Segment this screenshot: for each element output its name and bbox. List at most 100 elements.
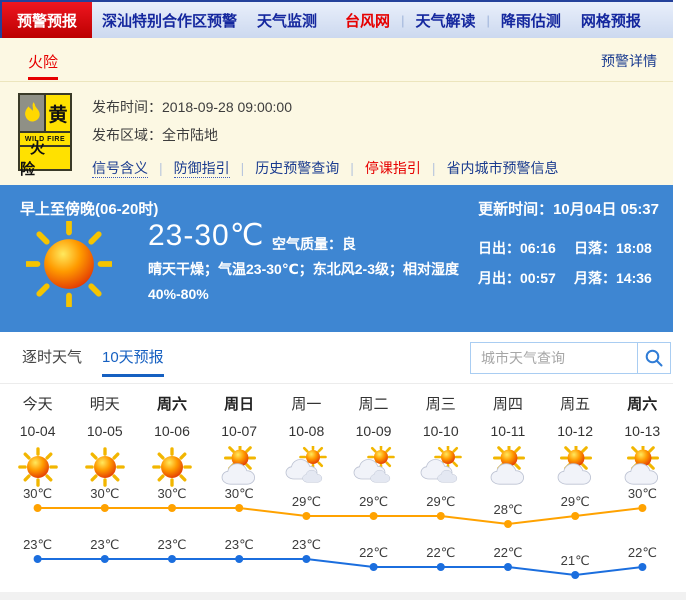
temp-point	[504, 520, 512, 528]
forecast-date: 10-08	[288, 423, 325, 439]
forecast-date: 10-09	[355, 423, 392, 439]
nav-tab-typhoon-net[interactable]: 台风网	[345, 12, 391, 30]
temp-label: 23℃	[90, 537, 119, 552]
temp-point	[436, 563, 445, 571]
temp-label: 29℃	[426, 494, 455, 509]
temp-point	[302, 555, 311, 563]
warning-link-class-suspension-guide[interactable]: 停课指引	[364, 160, 421, 176]
forecast-date: 10-04	[19, 423, 56, 439]
warning-sign-type: 火险	[20, 140, 70, 178]
temperature-chart: 30℃ 30℃ 30℃ 30℃ 29℃ 29℃ 29℃ 28℃ 29℃ 30℃ 23℃ 23℃ 23℃ 2…	[23, 486, 657, 579]
temp-label: 22℃	[359, 545, 388, 560]
moonset-time: 月落：14:36	[574, 270, 652, 286]
city-weather-search-input[interactable]	[470, 342, 637, 374]
forecast-column: 周二 10-09	[340, 384, 407, 489]
forecast-column: 周五 10-12	[542, 384, 609, 489]
weather-warning-page: 预警预报 深汕特别合作区预警 天气监测 台风网 | 天气解读 | 降雨估测 网格预报 火险 预警…	[0, 0, 673, 592]
warning-link-history-warning-query[interactable]: 历史预警查询	[255, 160, 340, 176]
tab-ten-day-forecast[interactable]: 10天预报	[102, 332, 164, 383]
sun-icon	[24, 219, 114, 312]
publish-area-line: 发布区域：全市陆地	[92, 121, 559, 149]
nav-tab-weather-monitor[interactable]: 天气监测	[257, 12, 318, 30]
forecast-day: 周二	[358, 396, 389, 413]
cloudy-icon	[407, 445, 474, 489]
forecast-date: 10-06	[154, 423, 190, 439]
temp-point	[638, 563, 647, 571]
temp-label: 23℃	[292, 537, 321, 552]
temp-line-high	[37, 507, 643, 526]
nav-tab-grid-forecast[interactable]: 网格预报	[580, 12, 641, 30]
temp-label: 28℃	[493, 502, 522, 517]
link-separator: |	[240, 160, 245, 176]
nav-separator: |	[401, 12, 405, 28]
temp-label: 30℃	[90, 486, 119, 501]
forecast-date: 10-11	[490, 423, 526, 439]
banner-top-row: 早上至傍晚(06-20时) 更新时间：10月04日 05:37	[0, 185, 673, 219]
temp-label: 30℃	[225, 486, 254, 501]
forecast-column: 今天 10-04	[4, 384, 71, 489]
ten-day-forecast: 今天 10-04 明天 10-05 周六 10-06 周日 10-07 周一 1…	[0, 384, 673, 592]
warning-body: 黄 WILD FIRE 火险 发布时间：2018-09-28 09:00:00 …	[0, 82, 673, 178]
forecast-tabbar: 逐时天气 10天预报	[0, 332, 673, 384]
temp-point	[168, 555, 176, 563]
forecast-date: 10-10	[422, 423, 459, 439]
link-separator: |	[431, 160, 436, 176]
temp-label: 30℃	[23, 486, 52, 501]
forecast-day: 周一	[291, 396, 322, 413]
temp-label: 29℃	[292, 494, 321, 509]
forecast-day: 周三	[425, 396, 456, 413]
forecast-day: 周六	[156, 396, 187, 413]
temp-point	[235, 555, 244, 563]
forecast-day: 明天	[89, 396, 120, 413]
sunrise-time: 日出：06:16	[478, 240, 556, 256]
warning-level-text: 黄	[46, 95, 70, 131]
update-time: 更新时间：10月04日 05:37	[478, 198, 659, 219]
tab-hourly-weather[interactable]: 逐时天气	[22, 349, 83, 366]
top-nav: 预警预报 深汕特别合作区预警 天气监测 台风网 | 天气解读 | 降雨估测 网格预报	[0, 0, 673, 38]
forecast-columns: 今天 10-04 明天 10-05 周六 10-06 周日 10-07 周一 1…	[4, 384, 676, 489]
forecast-column: 周三 10-10	[407, 384, 474, 489]
nav-tab-warning-forecast[interactable]: 预警预报	[2, 2, 93, 38]
temp-label: 23℃	[157, 537, 186, 552]
nav-tab-rainfall-estimate[interactable]: 降雨估测	[500, 12, 561, 30]
temperature-range: 23-30℃	[148, 219, 265, 252]
warning-link-signal-meaning[interactable]: 信号含义	[92, 160, 148, 178]
update-time-label: 更新时间：	[478, 201, 554, 218]
temp-point	[638, 504, 647, 512]
warning-info: 发布时间：2018-09-28 09:00:00 发布区域：全市陆地 信号含义 |…	[92, 93, 559, 178]
warning-details-link[interactable]: 预警详情	[601, 53, 657, 69]
forecast-column: 周日 10-07	[206, 384, 273, 489]
forecast-day: 周日	[224, 396, 255, 413]
tab-fire-risk[interactable]: 火险	[28, 51, 58, 80]
temp-point	[369, 512, 378, 520]
nav-tab-weather-interpretation[interactable]: 天气解读	[415, 12, 476, 30]
temp-point	[100, 555, 109, 563]
forecast-day: 周六	[627, 396, 658, 413]
sunny-icon	[71, 445, 138, 489]
temp-point	[100, 504, 109, 512]
nav-tab-shenshan-cooperation-zone-warning[interactable]: 深汕特别合作区预警	[102, 12, 238, 30]
temp-label: 21℃	[561, 553, 590, 568]
forecast-column: 周六 10-13	[609, 384, 676, 489]
forecast-date: 10-05	[86, 423, 123, 439]
forecast-column: 明天 10-05	[71, 384, 138, 489]
temp-label: 23℃	[225, 537, 254, 552]
page-bottom-strip	[0, 592, 686, 600]
temp-label: 29℃	[359, 494, 388, 509]
sunny-icon	[4, 445, 71, 489]
cloudy-icon	[340, 445, 407, 489]
search-button[interactable]	[637, 342, 671, 374]
flame-icon	[20, 95, 44, 131]
warning-link-defense-guide[interactable]: 防御指引	[173, 160, 230, 178]
sunny-icon	[138, 445, 205, 489]
temp-label: 22℃	[426, 545, 455, 560]
moonrise-time: 月出：00:57	[478, 270, 556, 286]
warning-link-province-city-warning-info[interactable]: 省内城市预警信息	[446, 160, 559, 176]
warning-sign-top: 黄	[20, 95, 70, 131]
temp-point	[235, 504, 244, 512]
sun-moon-times: 日出：06:16 日落：18:08 月出：00:57 月落：14:36	[478, 238, 652, 288]
forecast-date: 10-13	[624, 423, 661, 439]
forecast-date: 10-12	[557, 423, 593, 439]
partly-cloudy-icon	[474, 445, 541, 489]
warning-sign-english: WILD FIRE	[20, 133, 70, 145]
